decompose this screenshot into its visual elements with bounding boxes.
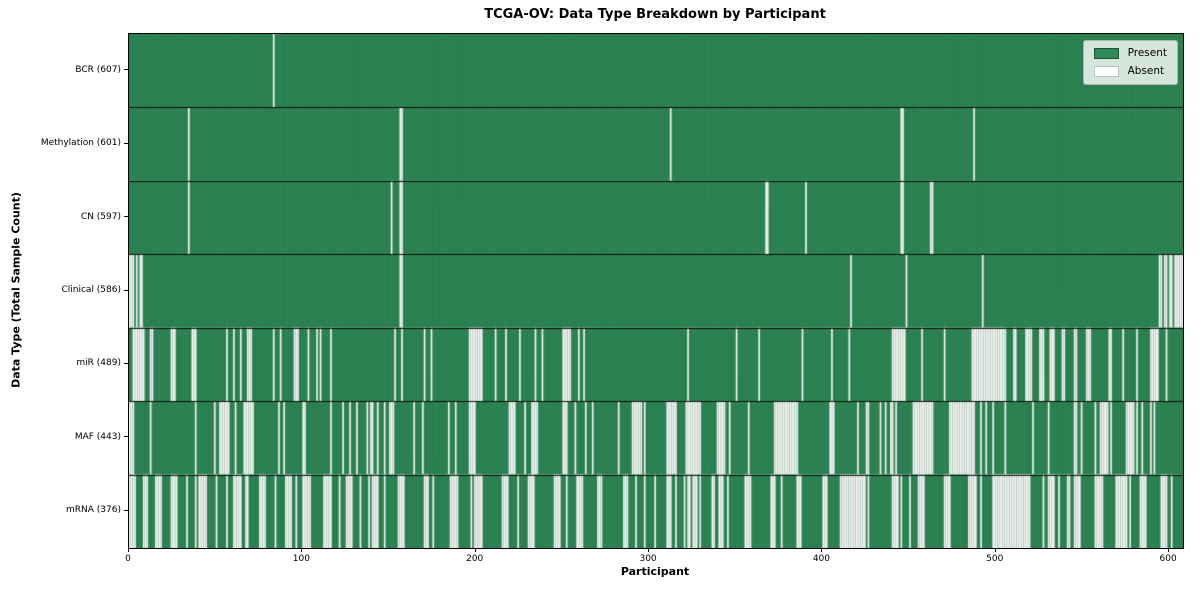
plot-area: Present Absent [128, 33, 1184, 549]
y-tick-mark [124, 69, 128, 71]
y-tick-label-mRNA: mRNA (376) [66, 505, 121, 516]
y-tick-mark [124, 142, 128, 144]
x-tick-mark [301, 548, 303, 552]
y-tick-mark [124, 216, 128, 218]
x-tick-mark [994, 548, 996, 552]
x-tick-label-300: 300 [639, 554, 657, 564]
x-tick-mark [128, 548, 129, 552]
x-tick-mark [474, 548, 476, 552]
x-tick-label-100: 100 [292, 554, 310, 564]
x-tick-label-200: 200 [466, 554, 484, 564]
x-tick-label-500: 500 [986, 554, 1004, 564]
x-tick-label-400: 400 [812, 554, 830, 564]
y-tick-label-BCR: BCR (607) [75, 64, 121, 75]
absent-swatch-icon [1093, 66, 1119, 77]
x-tick-mark [821, 548, 823, 552]
x-axis-label: Participant [620, 565, 690, 578]
legend-item-present: Present [1093, 47, 1167, 59]
heatmap-canvas [129, 34, 1183, 548]
legend-label-absent: Absent [1127, 65, 1165, 77]
y-tick-label-miR: miR (489) [76, 358, 121, 369]
y-tick-mark [124, 509, 128, 511]
y-tick-label-Methylation: Methylation (601) [40, 138, 121, 149]
x-tick-mark [648, 548, 650, 552]
y-tick-mark [124, 362, 128, 364]
y-tick-mark [124, 289, 128, 291]
present-swatch-icon [1093, 48, 1119, 59]
legend-item-absent: Absent [1093, 65, 1167, 77]
chart-title: TCGA-OV: Data Type Breakdown by Particip… [484, 7, 826, 22]
x-tick-mark [1168, 548, 1170, 552]
y-tick-label-MAF: MAF (443) [74, 431, 121, 442]
x-tick-label-0: 0 [125, 554, 131, 564]
legend-label-present: Present [1127, 47, 1167, 59]
y-tick-mark [124, 436, 128, 438]
y-tick-label-Clinical: Clinical (586) [61, 285, 121, 295]
y-tick-label-CN: CN (597) [80, 211, 121, 222]
legend: Present Absent [1082, 40, 1178, 85]
x-tick-label-600: 600 [1159, 554, 1177, 564]
